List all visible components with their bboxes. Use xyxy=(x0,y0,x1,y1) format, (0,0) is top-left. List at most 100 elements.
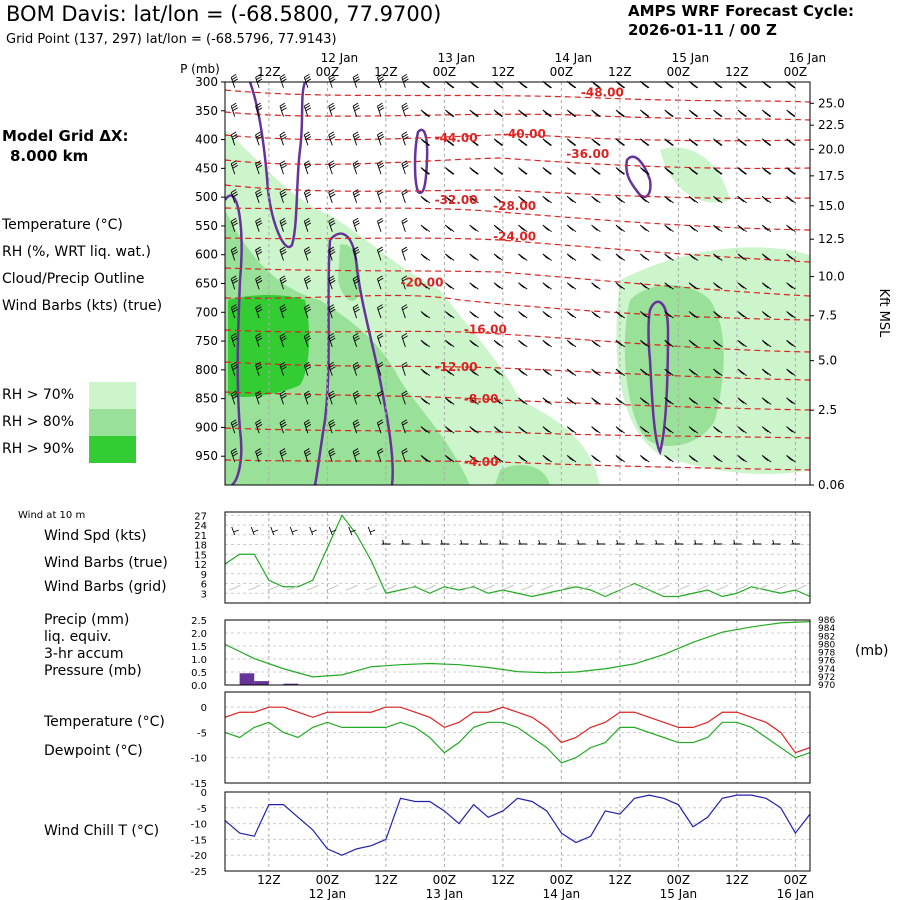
wind-barb xyxy=(664,167,674,175)
pressure-right-tick-label: 982 xyxy=(818,632,835,642)
wind-barb xyxy=(255,304,263,319)
precip-label: Precip (mm) xyxy=(44,612,130,628)
wind-barb xyxy=(377,131,385,146)
wind-barb xyxy=(230,333,238,347)
bottom-date-label: 15 Jan xyxy=(660,887,698,900)
wind-barb xyxy=(713,426,723,434)
wind-barb xyxy=(279,217,287,232)
wind-barb xyxy=(761,109,772,118)
wind-barb xyxy=(352,217,360,232)
wind-barb-true xyxy=(381,539,391,545)
wind-barb xyxy=(444,455,455,463)
wind-barb xyxy=(542,224,552,233)
wind-barb xyxy=(591,397,601,405)
wind-barb xyxy=(352,275,360,290)
pressure-right-tick-label: 984 xyxy=(818,624,835,634)
wind-barb-grid xyxy=(540,584,553,591)
isotherm-label: -32.00 xyxy=(435,193,478,207)
wind-barb xyxy=(377,189,384,204)
wind-barb-true xyxy=(459,539,469,545)
pressure-tick-label: 750 xyxy=(195,334,218,348)
wind-barb xyxy=(664,224,674,233)
wind-barb xyxy=(639,397,650,405)
wind-barb xyxy=(591,80,601,89)
wind-barb xyxy=(542,80,552,89)
wind-barb xyxy=(518,80,528,89)
wind-barb xyxy=(230,189,238,204)
y-tick-label: -10 xyxy=(191,754,207,765)
wind-barb-true xyxy=(615,539,625,545)
wind-barb xyxy=(518,138,528,146)
wind-barb-grid xyxy=(287,584,300,591)
wind-barb xyxy=(420,368,431,376)
wind-barb xyxy=(615,339,626,348)
wind-barb-grid xyxy=(618,584,631,591)
wind-barb xyxy=(761,368,772,376)
top-date-label: 12 Jan xyxy=(321,51,359,65)
wind-barb xyxy=(639,80,650,89)
wind-barb xyxy=(591,109,601,118)
cloud-outline-6 xyxy=(625,155,652,199)
rh-shading xyxy=(225,130,810,485)
wind-barb xyxy=(786,282,796,290)
wind-barb-true xyxy=(791,539,801,545)
top-time-tick-label: 12Z xyxy=(257,65,281,79)
isotherm-label: -4.00 xyxy=(464,455,499,469)
wind-barb xyxy=(377,361,384,376)
wind-barb xyxy=(444,368,455,376)
pressure-tick-label: 450 xyxy=(195,161,218,175)
wind-barb xyxy=(542,339,552,348)
pressure-tick-label: 300 xyxy=(195,75,218,89)
pressure-right-tick-label: 980 xyxy=(818,640,835,650)
wind-barb xyxy=(664,80,674,89)
wind-barb xyxy=(279,333,287,347)
wind-barb xyxy=(713,455,723,463)
wind-barb xyxy=(493,80,504,89)
wind-barb xyxy=(328,131,336,146)
isotherm-label: -20.00 xyxy=(401,275,444,289)
wind-barb xyxy=(761,426,772,434)
legend-temperature: Temperature (°C) xyxy=(2,217,123,233)
wind-barb xyxy=(591,195,601,204)
wind-barb xyxy=(786,426,796,434)
kft-tick-label: 15.0 xyxy=(818,199,845,213)
wind-barb xyxy=(542,455,552,463)
wind-barb xyxy=(230,448,238,463)
wind-barb xyxy=(279,189,287,204)
wind-barb xyxy=(591,224,601,233)
wind-barb xyxy=(255,160,263,175)
wind-barb xyxy=(639,282,650,290)
y-tick-label: 1.5 xyxy=(191,642,207,653)
y-tick-label: -5 xyxy=(197,804,207,815)
isotherm-20 xyxy=(225,294,810,321)
pressure-right-tick-label: 978 xyxy=(818,649,835,659)
precip-bar xyxy=(254,681,269,685)
wind-barb xyxy=(352,131,360,146)
wind-barb xyxy=(518,339,528,348)
isotherm-label: -8.00 xyxy=(464,392,499,406)
bottom-date-label: 16 Jan xyxy=(777,887,815,900)
wind-barb xyxy=(664,195,674,204)
wind-barb xyxy=(493,282,504,290)
y-tick-label: 0 xyxy=(201,703,207,714)
wind-barb xyxy=(401,160,409,175)
wind-barb xyxy=(401,304,408,319)
wind-barb xyxy=(688,138,699,146)
wind-barb xyxy=(493,455,504,463)
wind-barb xyxy=(688,339,699,348)
wind-barb xyxy=(230,246,238,261)
wind-barb xyxy=(444,80,455,89)
wind-barb xyxy=(615,368,626,376)
cloud-outline-7 xyxy=(647,300,670,456)
cross-section-frame xyxy=(224,81,811,486)
wind-barb xyxy=(615,167,626,175)
legend-rh: RH (%, WRT liq. wat.) xyxy=(2,244,151,260)
top-date-label: 15 Jan xyxy=(672,51,710,65)
wind-barb xyxy=(328,448,336,463)
wind-barb xyxy=(615,138,626,146)
wind-barb xyxy=(352,333,360,347)
bottom-time-tick-label: 00Z xyxy=(550,873,574,887)
chill-panel-frame xyxy=(224,791,811,872)
pressure-tick-label: 550 xyxy=(195,219,218,233)
